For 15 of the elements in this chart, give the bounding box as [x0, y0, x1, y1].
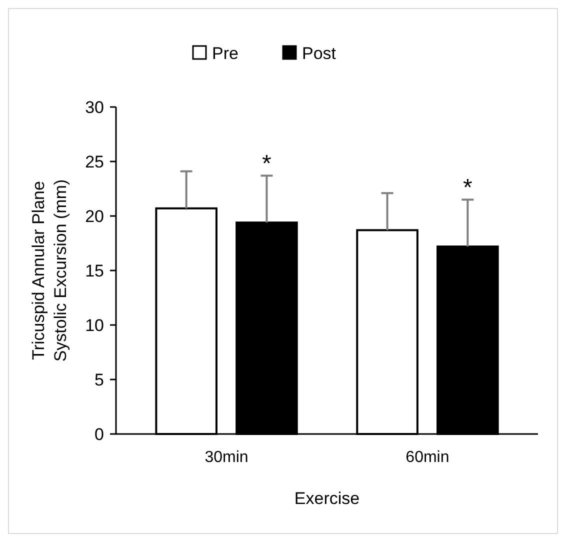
- y-axis-title: Tricuspid Annular Plane Systolic Excursion (mm): [29, 179, 70, 362]
- annotation: *: [262, 150, 272, 178]
- x-axis-title: Exercise: [294, 489, 360, 508]
- y-tick-label: 0: [94, 424, 104, 444]
- y-tick-label: 15: [85, 261, 104, 280]
- y-tick-label: 10: [85, 316, 104, 335]
- x-tick-label: 30min: [204, 449, 248, 466]
- y-tick-label: 25: [85, 152, 104, 172]
- annotation: *: [462, 174, 472, 202]
- y-tick-label: 30: [85, 98, 104, 117]
- legend-label: Post: [302, 44, 336, 63]
- x-tick-label: 60min: [406, 449, 450, 466]
- y-tick-label: 5: [94, 370, 104, 390]
- y-tick-label: 20: [85, 206, 104, 226]
- legend-label: Pre: [212, 44, 238, 63]
